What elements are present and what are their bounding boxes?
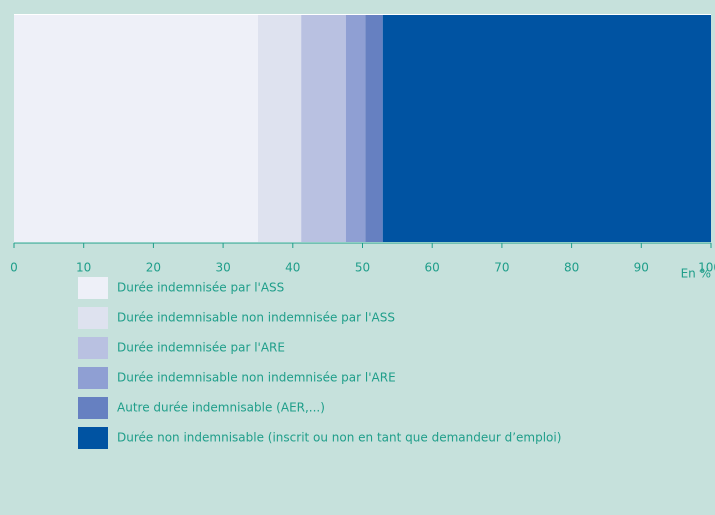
legend-swatch — [78, 397, 108, 419]
x-tick-label: 70 — [494, 261, 509, 275]
x-tick-label: 40 — [285, 261, 300, 275]
legend-label: Durée indemnisable non indemnisée par l'… — [117, 371, 396, 385]
bar-segment — [14, 15, 258, 242]
legend-label: Durée indemnisable non indemnisée par l'… — [117, 311, 395, 325]
legend-label: Durée indemnisée par l'ARE — [117, 341, 285, 355]
x-tick-label: 80 — [564, 261, 579, 275]
x-tick-label: 20 — [146, 261, 161, 275]
legend-swatch — [78, 307, 108, 329]
bar-segment — [301, 15, 346, 242]
bar-segment — [345, 15, 366, 242]
x-tick-label: 0 — [10, 261, 18, 275]
legend-swatch — [78, 367, 108, 389]
x-tick-label: 50 — [355, 261, 370, 275]
bar-segment — [382, 15, 711, 242]
legend-label: Durée non indemnisable (inscrit ou non e… — [117, 431, 561, 445]
x-tick-label: 90 — [634, 261, 649, 275]
legend-swatch — [78, 427, 108, 449]
bar-segment — [365, 15, 383, 242]
legend-label: Autre durée indemnisable (AER,...) — [117, 401, 325, 415]
x-axis-label: En % — [681, 267, 711, 281]
x-tick-label: 10 — [76, 261, 91, 275]
x-tick-label: 30 — [215, 261, 230, 275]
legend-label: Durée indemnisée par l'ASS — [117, 281, 284, 295]
x-tick-label: 60 — [425, 261, 440, 275]
x-tick-label: 100 — [698, 261, 715, 275]
bar-segment — [257, 15, 302, 242]
legend-swatch — [78, 337, 108, 359]
legend-swatch — [78, 277, 108, 299]
